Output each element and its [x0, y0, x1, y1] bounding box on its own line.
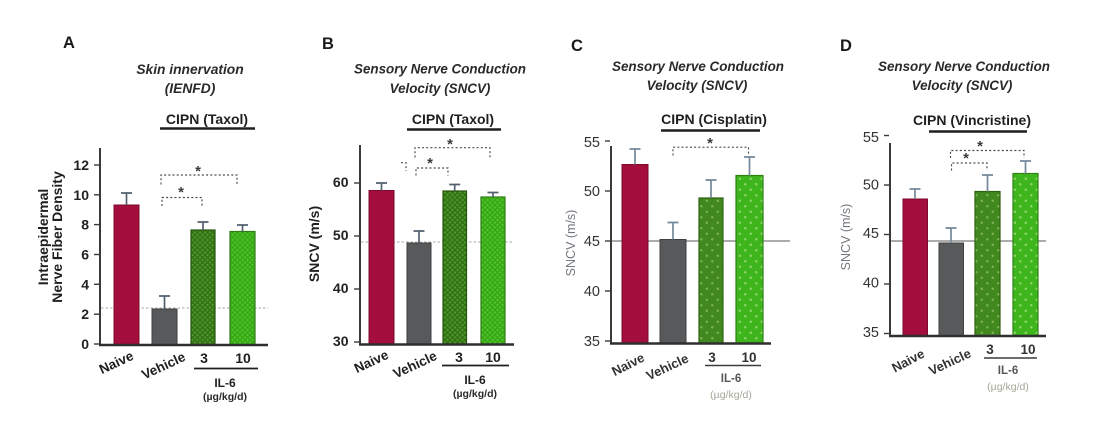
- svg-text:55: 55: [863, 130, 879, 146]
- svg-text:*: *: [195, 163, 201, 180]
- svg-text:4: 4: [81, 276, 89, 292]
- svg-text:60: 60: [333, 174, 349, 190]
- svg-text:C: C: [571, 37, 583, 55]
- svg-text:Velocity (SNCV): Velocity (SNCV): [647, 78, 748, 93]
- svg-text:(µg/kg/d): (µg/kg/d): [710, 389, 752, 401]
- svg-text:40: 40: [863, 276, 879, 292]
- svg-text:D: D: [840, 37, 852, 55]
- svg-text:Sensory Nerve Conduction: Sensory Nerve Conduction: [878, 59, 1050, 74]
- svg-text:10: 10: [1020, 342, 1035, 357]
- svg-text:(µg/kg/d): (µg/kg/d): [203, 391, 247, 403]
- svg-text:40: 40: [584, 284, 600, 300]
- svg-text:B: B: [322, 35, 334, 53]
- svg-text:IL-6: IL-6: [721, 373, 741, 385]
- svg-text:3: 3: [455, 349, 463, 365]
- svg-text:Intraepidermal: Intraepidermal: [35, 189, 51, 285]
- svg-text:CIPN (Taxol): CIPN (Taxol): [412, 111, 494, 127]
- svg-text:*: *: [963, 150, 969, 167]
- svg-text:SNCV (m/s): SNCV (m/s): [564, 210, 578, 277]
- svg-text:Velocity (SNCV): Velocity (SNCV): [390, 81, 491, 96]
- svg-text:(µg/kg/d): (µg/kg/d): [987, 381, 1029, 393]
- svg-text:10: 10: [73, 187, 89, 203]
- svg-text:45: 45: [584, 234, 600, 250]
- svg-text:IL-6: IL-6: [464, 373, 486, 387]
- svg-text:3: 3: [200, 350, 208, 366]
- svg-text:IL-6: IL-6: [998, 365, 1018, 377]
- svg-text:10: 10: [485, 349, 501, 365]
- svg-text:3: 3: [708, 350, 716, 365]
- svg-text:50: 50: [333, 227, 349, 243]
- svg-text:SNCV (m/s): SNCV (m/s): [839, 204, 853, 271]
- svg-text:35: 35: [584, 334, 600, 350]
- svg-text:12: 12: [73, 157, 89, 173]
- svg-text:Skin innervation: Skin innervation: [136, 62, 243, 77]
- svg-text:40: 40: [333, 280, 349, 296]
- svg-text:50: 50: [584, 184, 600, 200]
- svg-text:CIPN (Cisplatin): CIPN (Cisplatin): [661, 111, 767, 127]
- svg-text:Velocity (SNCV): Velocity (SNCV): [912, 78, 1013, 93]
- svg-text:45: 45: [863, 226, 879, 242]
- svg-text:8: 8: [81, 217, 89, 233]
- svg-text:(µg/kg/d): (µg/kg/d): [453, 388, 497, 400]
- svg-text:*: *: [447, 136, 453, 153]
- svg-text:CIPN (Taxol): CIPN (Taxol): [166, 111, 248, 127]
- svg-text:A: A: [63, 34, 75, 52]
- svg-text:Sensory Nerve Conduction: Sensory Nerve Conduction: [354, 62, 526, 77]
- svg-text:*: *: [178, 184, 184, 201]
- svg-text:IL-6: IL-6: [214, 376, 236, 390]
- svg-text:55: 55: [584, 135, 600, 151]
- svg-text:6: 6: [81, 247, 89, 263]
- svg-text:30: 30: [333, 333, 349, 349]
- svg-text:50: 50: [863, 178, 879, 194]
- svg-text:CIPN (Vincristine): CIPN (Vincristine): [913, 112, 1031, 128]
- svg-text:SNCV (m/s): SNCV (m/s): [306, 206, 322, 282]
- svg-text:2: 2: [81, 306, 89, 322]
- svg-text:(IENFD): (IENFD): [165, 81, 216, 96]
- svg-text:0: 0: [81, 336, 89, 352]
- svg-text:35: 35: [863, 325, 879, 341]
- svg-text:Nerve Fiber Density: Nerve Fiber Density: [49, 171, 65, 303]
- svg-text:*: *: [977, 138, 983, 155]
- svg-text:10: 10: [235, 350, 251, 366]
- svg-text:10: 10: [741, 350, 756, 365]
- svg-text:*: *: [707, 135, 713, 152]
- svg-text:3: 3: [986, 342, 994, 357]
- svg-text:Sensory Nerve Conduction: Sensory Nerve Conduction: [612, 59, 784, 74]
- svg-text:*: *: [427, 155, 433, 172]
